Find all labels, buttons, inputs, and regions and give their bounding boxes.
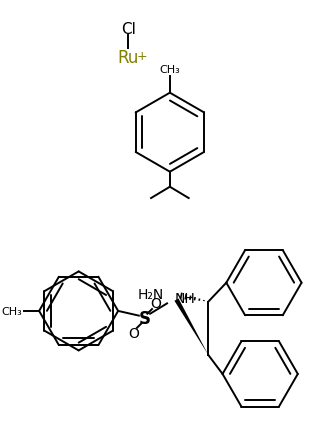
Text: H₂N: H₂N	[138, 287, 164, 301]
Text: S: S	[138, 310, 150, 328]
Text: CH₃: CH₃	[2, 306, 22, 316]
Text: CH₃: CH₃	[160, 65, 180, 75]
Text: O: O	[150, 297, 161, 310]
Text: NH: NH	[175, 291, 195, 305]
Text: +: +	[136, 49, 147, 62]
Polygon shape	[174, 299, 208, 355]
Text: Ru: Ru	[118, 49, 139, 67]
Text: O: O	[128, 327, 139, 341]
Text: Cl: Cl	[121, 22, 136, 37]
